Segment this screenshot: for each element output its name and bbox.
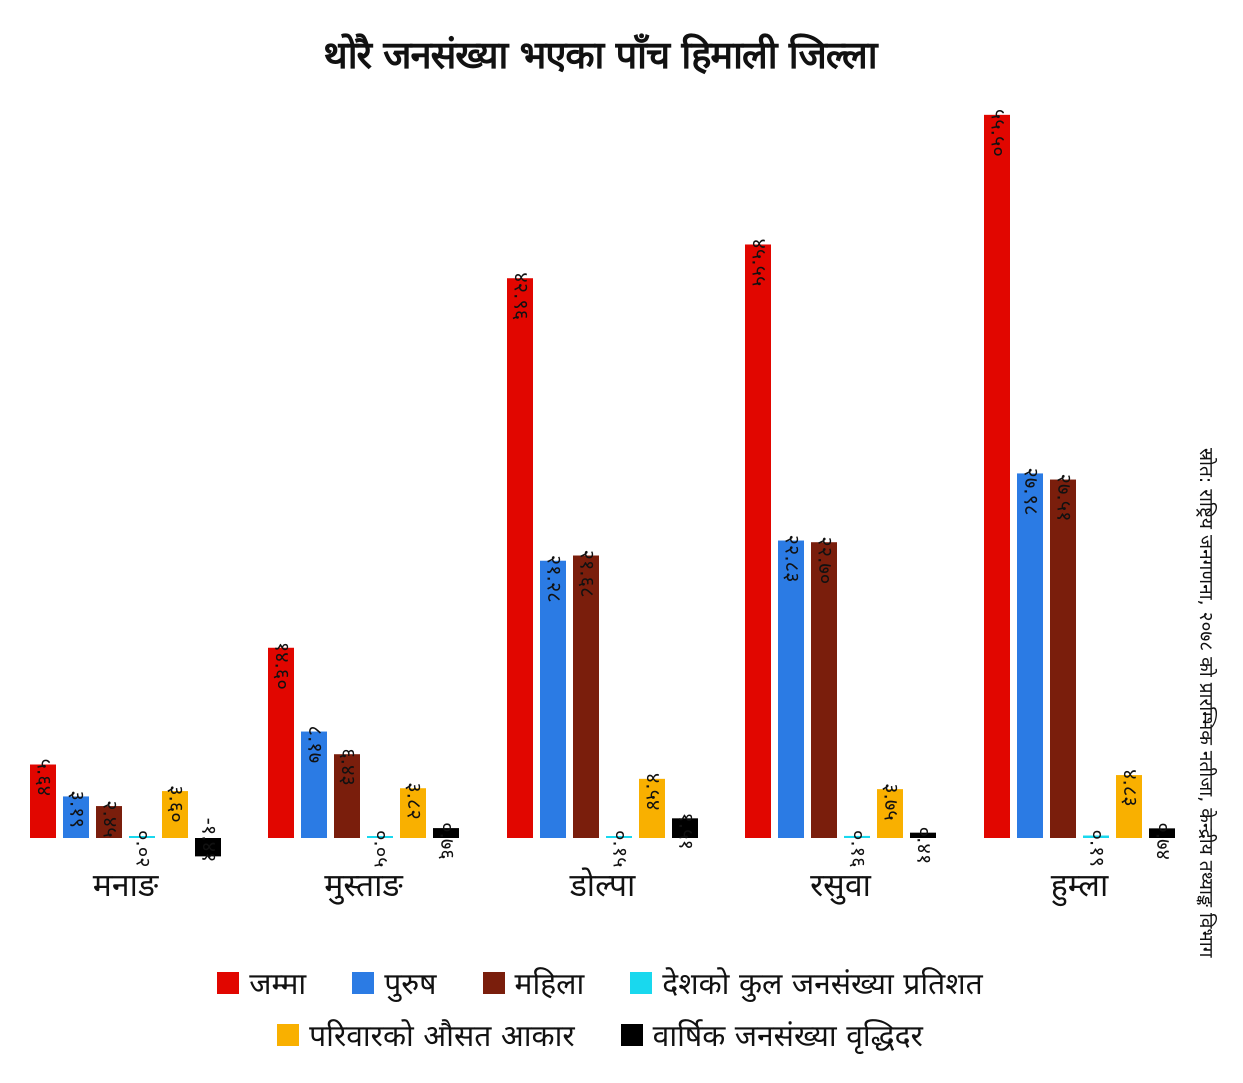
bar-total-1 xyxy=(30,764,56,838)
bars-layer xyxy=(30,114,1175,857)
value-label-household-size-4: ३.७५ xyxy=(880,783,904,821)
bar-household-size-5 xyxy=(1116,775,1142,838)
bar-total-3 xyxy=(507,278,533,838)
value-label-female-4: २२.७० xyxy=(814,536,838,584)
value-label-total-4: ४५.५५ xyxy=(748,238,772,286)
legend-label-household-size: परिवारको औसत आकार xyxy=(309,1019,575,1054)
legend-item-growth-rate: वार्षिक जनसंख्या वृद्धिदर xyxy=(620,1014,923,1055)
legend-label-national-share: देशको कुल जनसंख्या प्रतिशत xyxy=(662,967,983,1002)
legend-item-male: पुरुष xyxy=(352,962,437,1003)
legend-label-total: जम्मा xyxy=(249,967,307,1002)
legend-swatch-growth-rate xyxy=(620,1023,643,1046)
value-label-growth-rate-1: -१.४१ xyxy=(198,818,222,863)
legend-item-household-size: परिवारको औसत आकार xyxy=(277,1014,575,1055)
legend-swatch-total xyxy=(217,971,240,994)
value-label-female-5: २७.५१ xyxy=(1053,474,1077,522)
value-label-growth-rate-2: ०.७६ xyxy=(436,822,460,860)
legend-swatch-male xyxy=(352,971,375,994)
legend-label-male: पुरुष xyxy=(384,967,437,1002)
value-label-growth-rate-3: १.५१ xyxy=(675,812,699,850)
bar-female-5 xyxy=(1050,479,1076,838)
legend-item-female: महिला xyxy=(482,962,585,1003)
category-label-3: डोल्पा xyxy=(569,866,636,904)
legend-label-female: महिला xyxy=(514,967,585,1002)
category-label-2: मुस्ताङ xyxy=(324,866,404,905)
value-label-female-3: २१.६८ xyxy=(576,550,600,598)
value-label-male-4: २२.८३ xyxy=(781,535,805,583)
bar-growth-rate-2 xyxy=(433,828,459,838)
bar-growth-rate-1 xyxy=(195,838,221,857)
value-label-growth-rate-4: ०.४१ xyxy=(913,827,937,865)
legend-swatch-household-size xyxy=(277,1023,300,1046)
value-label-total-3: ४२.९६ xyxy=(510,272,534,320)
value-label-household-size-2: ३.८२ xyxy=(403,782,427,820)
category-label-4: रसुवा xyxy=(810,866,872,905)
value-labels-layer: ५.६४ ३.१९ २.४५ ०.०२ ३.६० -१.४१ १४.६० ८.१७ ६.४३ ०.… xyxy=(33,109,1176,868)
chart-title: थोरै जनसंख्या भएका पाँच हिमाली जिल्ला xyxy=(323,33,877,77)
legend-item-national-share: देशको कुल जनसंख्या प्रतिशत xyxy=(630,962,983,1003)
value-label-male-5: २७.९८ xyxy=(1020,467,1044,515)
bar-national-share-1 xyxy=(129,836,155,838)
bar-male-4 xyxy=(778,540,804,838)
category-labels-layer: मनाङ मुस्ताङ डोल्पा रसुवा हुम्ला xyxy=(93,866,1109,907)
legend-swatch-national-share xyxy=(630,971,653,994)
legend-item-total: जम्मा xyxy=(217,962,306,1003)
bar-female-2 xyxy=(334,754,360,838)
legend-label-growth-rate: वार्षिक जनसंख्या वृद्धिदर xyxy=(652,1019,923,1054)
value-label-male-1: ३.१९ xyxy=(66,790,90,828)
value-label-male-2: ८.१७ xyxy=(304,726,328,764)
bar-total-5 xyxy=(984,114,1010,838)
value-label-national-share-2: ०.०५ xyxy=(370,830,394,868)
value-label-male-3: २१.२८ xyxy=(543,555,567,603)
bar-male-5 xyxy=(1017,473,1043,838)
value-label-total-2: १४.६० xyxy=(271,642,295,690)
value-label-household-size-1: ३.६० xyxy=(165,785,189,823)
bar-household-size-2 xyxy=(400,788,426,838)
value-label-national-share-4: ०.१६ xyxy=(847,830,871,868)
legend-row-1: जम्मा पुरुष महिला देशको कुल जनसंख्या प्र… xyxy=(0,962,1200,1003)
bar-total-4 xyxy=(745,244,771,838)
value-label-national-share-5: ०.१९ xyxy=(1086,830,1110,868)
bar-female-1 xyxy=(96,806,122,838)
bar-male-1 xyxy=(63,796,89,838)
bar-household-size-3 xyxy=(639,778,665,838)
value-label-national-share-3: ०.१५ xyxy=(609,830,633,868)
legend-row-2: परिवारको औसत आकार वार्षिक जनसंख्या वृद्ध… xyxy=(0,1014,1200,1055)
bar-male-2 xyxy=(301,731,327,838)
value-label-household-size-5: ४.८३ xyxy=(1119,769,1143,807)
bar-growth-rate-4 xyxy=(910,832,936,838)
bar-national-share-4 xyxy=(844,835,870,838)
legend-swatch-female xyxy=(482,971,505,994)
bar-growth-rate-5 xyxy=(1149,828,1175,838)
value-label-total-5: ५५.५० xyxy=(987,109,1011,157)
bar-female-4 xyxy=(811,542,837,838)
bar-growth-rate-3 xyxy=(672,818,698,838)
category-label-1: मनाङ xyxy=(93,866,160,904)
value-label-female-1: २.४५ xyxy=(99,800,123,838)
bar-total-2 xyxy=(268,647,294,838)
bar-household-size-1 xyxy=(162,791,188,838)
bar-male-3 xyxy=(540,560,566,838)
bar-national-share-3 xyxy=(606,836,632,838)
category-label-5: हुम्ला xyxy=(1051,866,1109,907)
value-label-female-2: ६.४३ xyxy=(337,748,361,786)
bar-national-share-5 xyxy=(1083,835,1109,838)
value-label-total-1: ५.६४ xyxy=(33,759,57,797)
bar-female-3 xyxy=(573,555,599,838)
bar-national-share-2 xyxy=(367,836,393,838)
value-label-growth-rate-5: ०.७४ xyxy=(1152,822,1176,860)
source-note: स्रोत: राष्ट्रिय जनगणना, २०७८ को प्रारम्… xyxy=(1195,448,1217,958)
value-label-household-size-3: ४.५४ xyxy=(642,773,666,811)
bar-household-size-4 xyxy=(877,789,903,838)
value-label-national-share-1: ०.०२ xyxy=(132,830,156,868)
